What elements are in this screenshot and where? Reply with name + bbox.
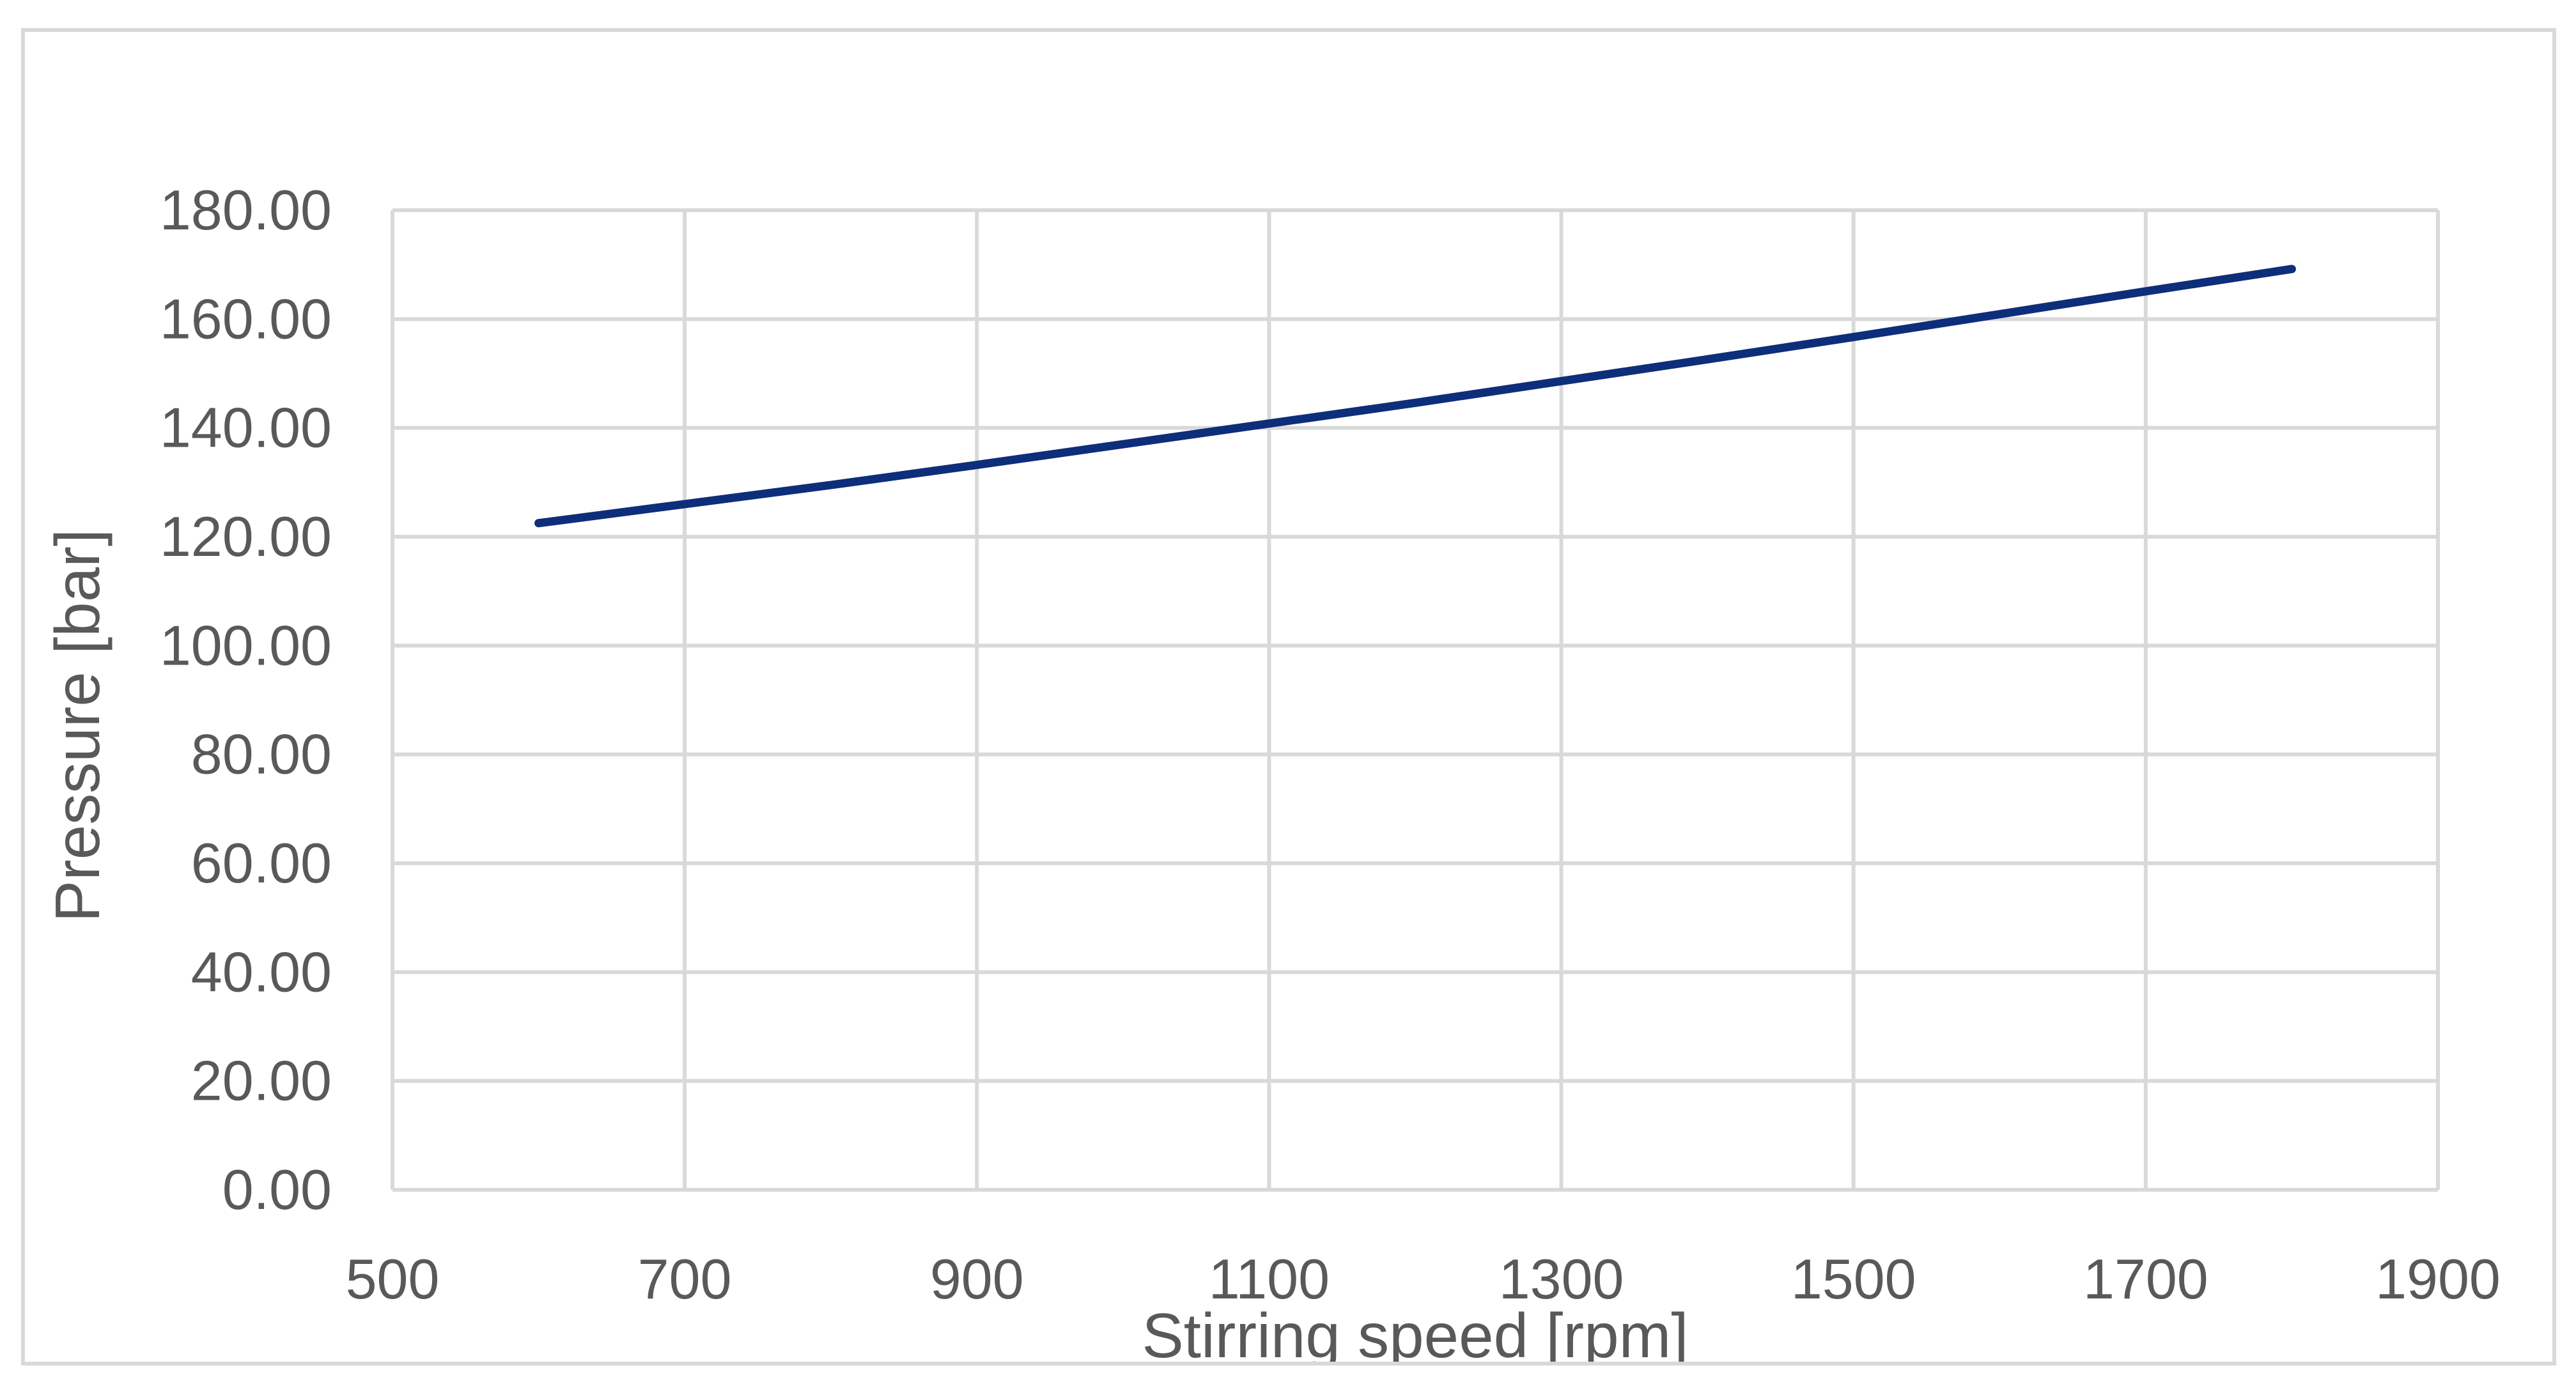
y-tick-label: 140.00: [160, 396, 332, 459]
x-axis-title: Stirring speed [rpm]: [1142, 1300, 1688, 1362]
x-tick-label: 1100: [1209, 1247, 1330, 1311]
y-axis-tick-labels: 0.00 20.00 40.00 60.00 80.00 100.00 120.00 140.…: [160, 178, 332, 1221]
series-layer: [534, 265, 2296, 528]
y-tick-label: 180.00: [160, 178, 332, 242]
y-tick-label: 40.00: [191, 940, 332, 1003]
y-tick-label: 120.00: [160, 505, 332, 568]
y-tick-label: 80.00: [191, 723, 332, 786]
x-tick-label: 1700: [2083, 1247, 2208, 1311]
series-line: [534, 265, 2296, 528]
x-tick-label: 900: [930, 1247, 1024, 1311]
x-tick-label: 700: [638, 1247, 732, 1311]
horizontal-gridlines: [392, 208, 2438, 1192]
x-axis-tick-labels: 500 700 900 1100 1300 1500 1700 1900: [346, 1247, 2501, 1311]
chart-frame: 0.00 20.00 40.00 60.00 80.00 100.00 120.00 140.…: [21, 28, 2556, 1366]
y-tick-label: 0.00: [222, 1158, 332, 1221]
y-tick-label: 100.00: [160, 613, 332, 677]
x-tick-label: 500: [346, 1247, 440, 1311]
y-tick-label: 160.00: [160, 287, 332, 350]
vertical-gridlines: [391, 210, 2440, 1190]
y-tick-label: 60.00: [191, 831, 332, 895]
y-tick-label: 20.00: [191, 1049, 332, 1112]
x-tick-label: 1900: [2375, 1247, 2501, 1311]
x-tick-label: 1500: [1791, 1247, 1916, 1311]
y-axis-title: Pressure [bar]: [42, 529, 113, 922]
x-tick-label: 1300: [1499, 1247, 1624, 1311]
line-chart: 0.00 20.00 40.00 60.00 80.00 100.00 120.00 140.…: [42, 178, 2501, 1362]
